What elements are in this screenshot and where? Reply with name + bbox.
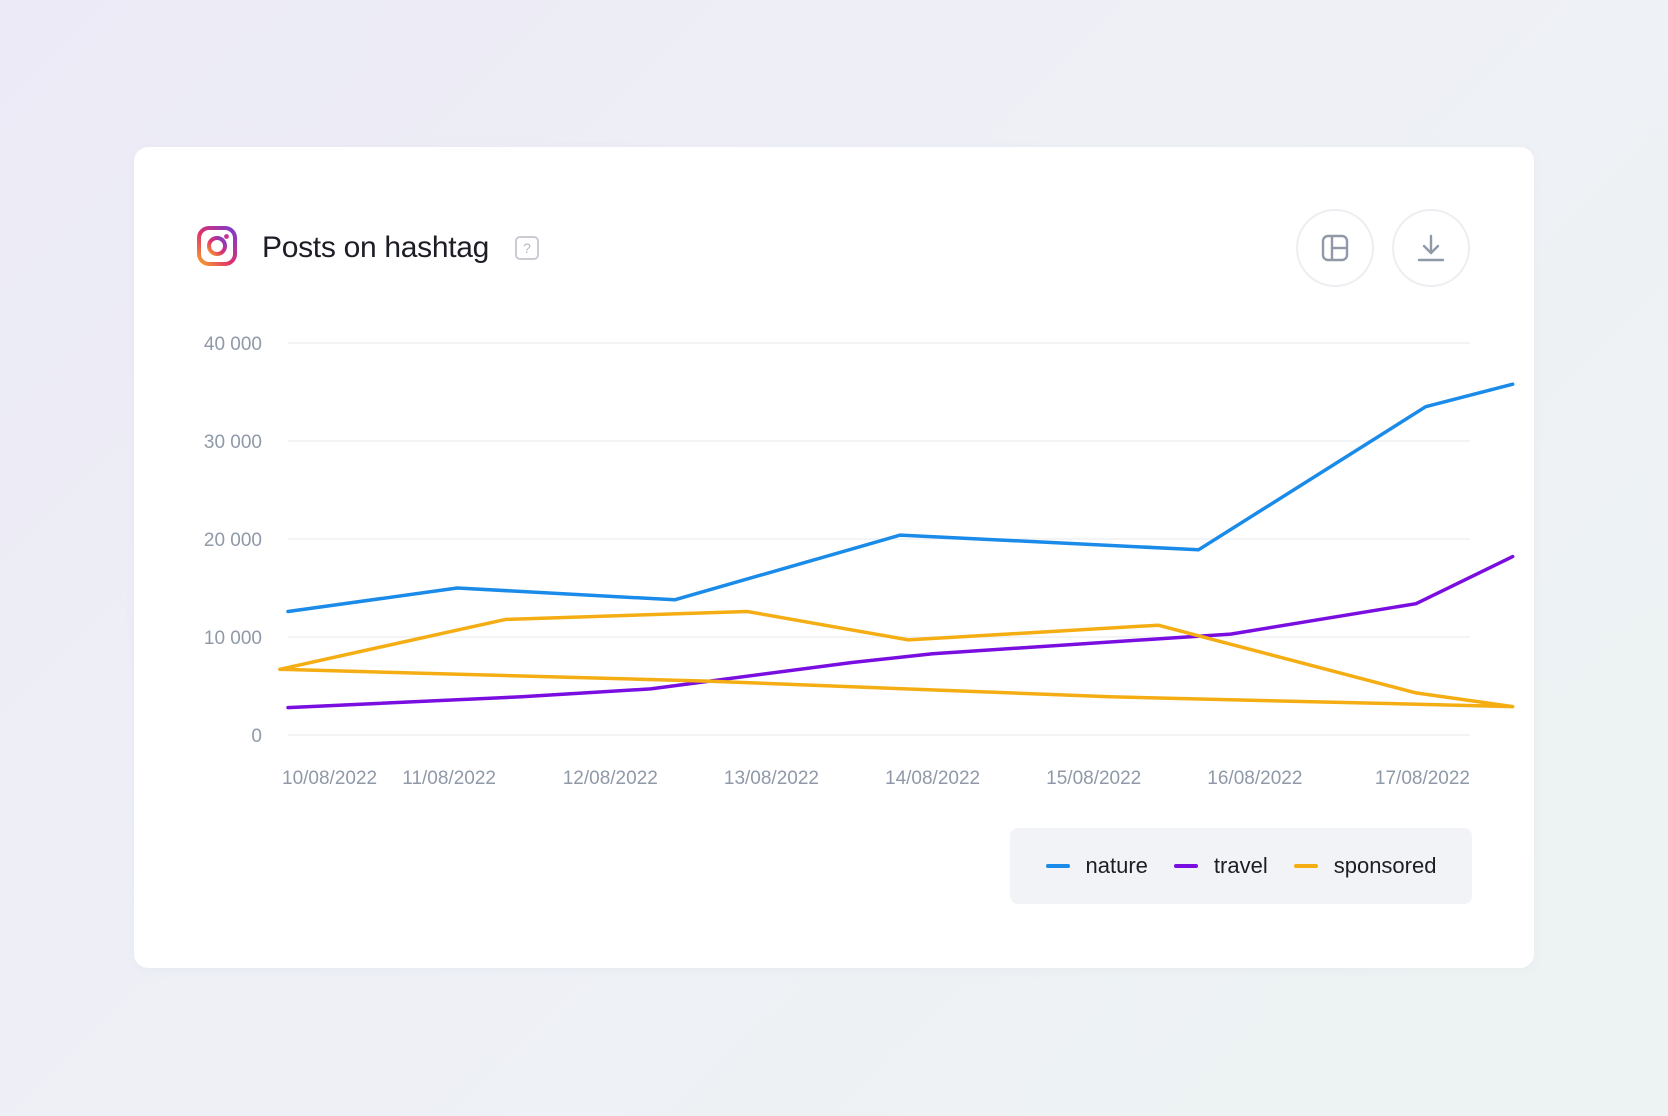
card-header: Posts on hashtag ?	[196, 209, 1470, 287]
legend-item-nature[interactable]: nature	[1045, 853, 1148, 879]
legend-swatch-sponsored	[1293, 864, 1318, 868]
y-tick-label: 30 000	[204, 432, 262, 453]
y-tick-label: 0	[251, 726, 262, 747]
legend-item-travel[interactable]: travel	[1173, 853, 1268, 879]
x-tick-label: 16/08/2022	[1207, 768, 1302, 789]
y-tick-label: 20 000	[204, 530, 262, 551]
legend-item-sponsored[interactable]: sponsored	[1293, 853, 1437, 879]
legend-swatch-nature	[1045, 864, 1070, 868]
posts-on-hashtag-card: Posts on hashtag ? 0 10 000 20 000 30 000 40…	[134, 147, 1534, 968]
legend-label-nature: nature	[1085, 853, 1148, 878]
layout-icon	[1321, 234, 1349, 262]
card-title: Posts on hashtag	[262, 231, 490, 264]
header-actions	[1296, 209, 1470, 287]
x-tick-label: 13/08/2022	[724, 768, 819, 789]
legend-label-sponsored: sponsored	[1333, 853, 1437, 878]
x-tick-label: 15/08/2022	[1046, 768, 1141, 789]
x-tick-label: 10/08/2022	[282, 768, 377, 789]
x-tick-label: 14/08/2022	[885, 768, 980, 789]
series-line-travel	[286, 554, 1515, 710]
legend-swatch-travel	[1173, 864, 1198, 868]
x-tick-label: 17/08/2022	[1375, 768, 1470, 789]
chart-legend: nature travel sponsored	[1010, 828, 1472, 904]
help-icon[interactable]: ?	[515, 236, 540, 260]
series-line-sponsored	[278, 609, 1515, 709]
download-button[interactable]	[1392, 209, 1470, 287]
x-tick-label: 11/08/2022	[402, 768, 496, 789]
layout-button[interactable]	[1296, 209, 1374, 287]
y-tick-label: 40 000	[204, 334, 262, 355]
instagram-icon	[197, 226, 237, 266]
download-icon	[1417, 234, 1445, 262]
series-line-nature	[286, 382, 1515, 614]
x-tick-label: 12/08/2022	[563, 768, 658, 789]
line-chart: 0 10 000 20 000 30 000 40 000 10/08/2022 11/08…	[204, 334, 1515, 789]
y-tick-label: 10 000	[204, 628, 262, 649]
legend-label-travel: travel	[1213, 853, 1268, 878]
